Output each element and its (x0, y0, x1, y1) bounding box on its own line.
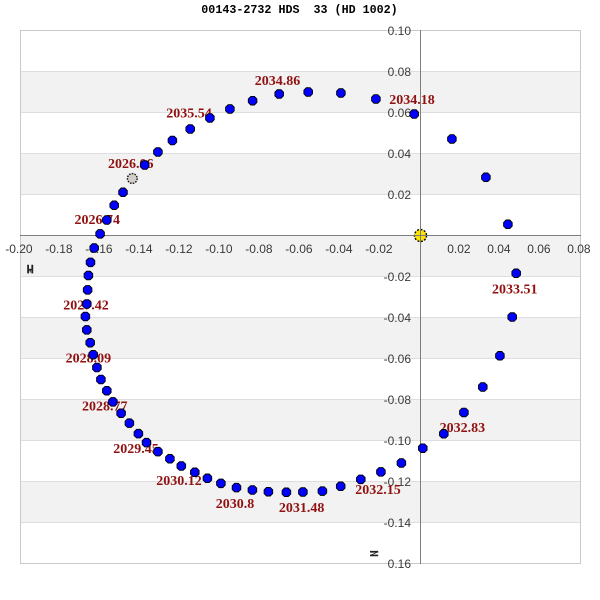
svg-text:-0.04: -0.04 (325, 242, 353, 256)
svg-text:-0.10: -0.10 (384, 434, 412, 448)
svg-text:0.06: 0.06 (388, 106, 412, 120)
svg-text:-0.08: -0.08 (245, 242, 273, 256)
svg-text:0.04: 0.04 (388, 147, 412, 161)
svg-text:2033.51: 2033.51 (492, 283, 538, 298)
svg-text:-0.20: -0.20 (5, 242, 33, 256)
svg-text:2030.8: 2030.8 (216, 497, 255, 512)
svg-text:2030.12: 2030.12 (156, 474, 202, 489)
svg-text:2029.45: 2029.45 (113, 442, 159, 457)
svg-text:2026.74: 2026.74 (75, 213, 121, 228)
svg-text:0.02: 0.02 (388, 188, 412, 202)
svg-text:-0.14: -0.14 (384, 516, 412, 530)
svg-text:-0.06: -0.06 (285, 242, 313, 256)
svg-text:0.10: 0.10 (388, 24, 412, 38)
svg-text:2035.54: 2035.54 (166, 107, 212, 122)
svg-text:0.04: 0.04 (487, 242, 511, 256)
svg-text:-0.10: -0.10 (205, 242, 233, 256)
svg-text:2028.09: 2028.09 (66, 352, 112, 367)
svg-text:-0.16: -0.16 (85, 242, 113, 256)
svg-text:0.02: 0.02 (447, 242, 471, 256)
svg-text:0.08: 0.08 (388, 65, 412, 79)
svg-text:-0.08: -0.08 (384, 393, 412, 407)
svg-text:0.16: 0.16 (388, 557, 412, 571)
svg-text:2032.15: 2032.15 (355, 483, 401, 498)
svg-text:-0.04: -0.04 (384, 311, 412, 325)
svg-text:-0.18: -0.18 (45, 242, 73, 256)
svg-text:2034.18: 2034.18 (389, 93, 435, 108)
svg-text:2032.83: 2032.83 (440, 421, 486, 436)
svg-text:-0.12: -0.12 (165, 242, 193, 256)
svg-text:0.08: 0.08 (567, 242, 591, 256)
svg-text:2031.48: 2031.48 (279, 501, 325, 516)
svg-text:-0.06: -0.06 (384, 352, 412, 366)
svg-text:0.06: 0.06 (527, 242, 551, 256)
svg-text:2034.86: 2034.86 (255, 74, 301, 89)
svg-text:-0.02: -0.02 (384, 270, 412, 284)
svg-text:00143-2732 HDS 33 (HD 1002): 00143-2732 HDS 33 (HD 1002) (201, 3, 397, 17)
svg-text:-0.12: -0.12 (384, 475, 412, 489)
svg-text:-0.14: -0.14 (125, 242, 153, 256)
svg-text:-0.02: -0.02 (365, 242, 393, 256)
